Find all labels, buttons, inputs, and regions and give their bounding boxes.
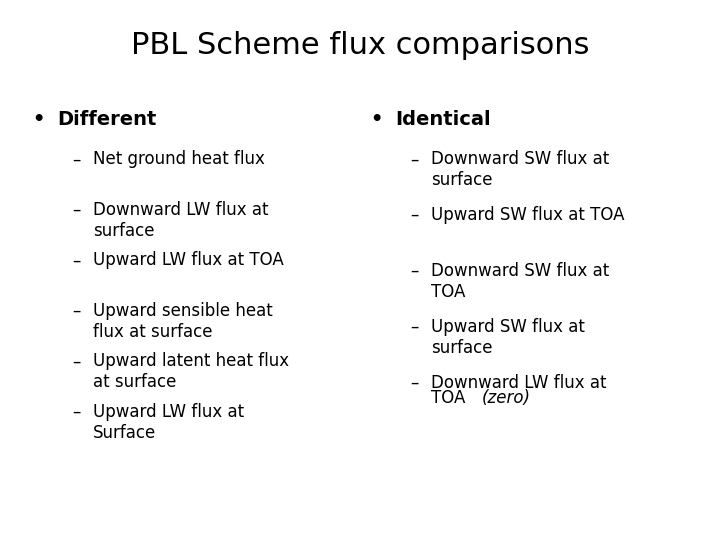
Text: Downward SW flux at
TOA: Downward SW flux at TOA <box>431 262 609 301</box>
Text: Upward SW flux at TOA: Upward SW flux at TOA <box>431 206 625 224</box>
Text: Downward LW flux at: Downward LW flux at <box>431 374 607 391</box>
Text: (zero): (zero) <box>482 389 531 407</box>
Text: –: – <box>410 206 418 224</box>
Text: –: – <box>72 353 80 370</box>
Text: Upward latent heat flux
at surface: Upward latent heat flux at surface <box>93 353 289 391</box>
Text: •: • <box>371 111 383 130</box>
Text: •: • <box>32 111 45 130</box>
Text: –: – <box>410 318 418 336</box>
Text: PBL Scheme flux comparisons: PBL Scheme flux comparisons <box>131 31 589 60</box>
Text: –: – <box>410 374 418 391</box>
Text: Identical: Identical <box>395 111 491 130</box>
Text: Upward LW flux at TOA: Upward LW flux at TOA <box>93 252 284 269</box>
Text: –: – <box>410 150 418 168</box>
Text: TOA: TOA <box>431 389 471 407</box>
Text: –: – <box>72 201 80 219</box>
Text: Downward SW flux at
surface: Downward SW flux at surface <box>431 150 609 189</box>
Text: –: – <box>410 262 418 280</box>
Text: Upward sensible heat
flux at surface: Upward sensible heat flux at surface <box>93 302 273 341</box>
Text: Net ground heat flux: Net ground heat flux <box>93 150 265 168</box>
Text: –: – <box>72 302 80 320</box>
Text: –: – <box>72 403 80 421</box>
Text: Upward SW flux at
surface: Upward SW flux at surface <box>431 318 585 356</box>
Text: –: – <box>72 150 80 168</box>
Text: Different: Different <box>58 111 157 130</box>
Text: Downward LW flux at
surface: Downward LW flux at surface <box>93 201 269 240</box>
Text: Upward LW flux at
Surface: Upward LW flux at Surface <box>93 403 244 442</box>
Text: –: – <box>72 252 80 269</box>
